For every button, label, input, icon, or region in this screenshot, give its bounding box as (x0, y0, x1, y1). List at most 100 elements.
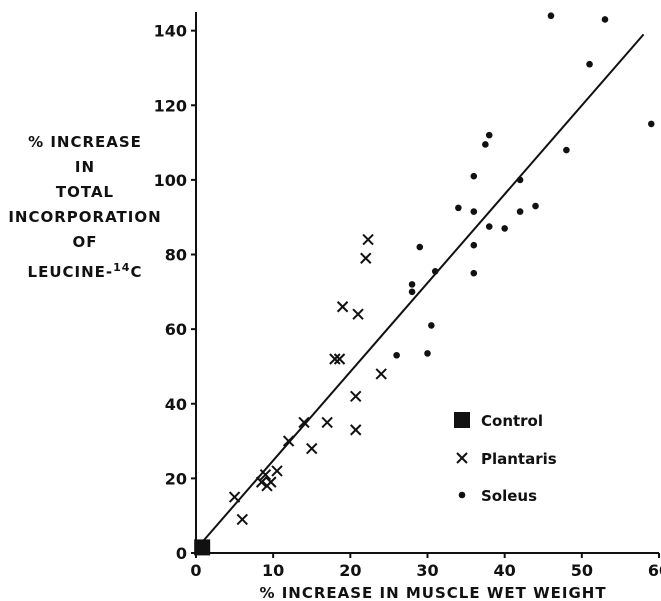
soleus-point (470, 241, 478, 249)
soleus-point (408, 281, 416, 288)
soleus-point (586, 60, 593, 68)
axes: 0 10 20 30 40 50 60 0 20 40 60 80 100 120 140 (154, 12, 661, 580)
x-marker-stroke (265, 476, 277, 488)
soleus-point (532, 202, 539, 210)
y-axis-label-line-3: TOTAL (55, 183, 115, 201)
legend: Control Plantaris Soleus (454, 412, 557, 505)
x-marker-stroke (350, 390, 362, 403)
plantaris-point (321, 416, 333, 429)
y-tick-label: 0 (176, 544, 187, 563)
plantaris-point (360, 252, 372, 264)
legend-plantaris-label: Plantaris (481, 450, 557, 468)
x-marker-stroke (329, 353, 341, 365)
plantaris-point (271, 465, 283, 477)
x-marker-stroke (375, 368, 387, 380)
soleus-point (601, 16, 609, 23)
y-tick-label: 120 (154, 96, 187, 115)
soleus-point (408, 288, 416, 296)
plantaris-point (306, 442, 318, 455)
y-axis-label-suffix: C (130, 263, 143, 281)
soleus-point (485, 131, 493, 139)
y-tick-label: 40 (165, 395, 187, 414)
soleus-point (428, 322, 435, 329)
soleus-point (516, 208, 524, 215)
soleus-point (393, 351, 400, 359)
soleus-point (482, 141, 489, 148)
soleus-point (547, 12, 555, 20)
plantaris-point (333, 353, 346, 365)
x-marker-stroke (282, 435, 295, 447)
x-marker-stroke (336, 301, 349, 313)
plantaris-point (375, 368, 387, 380)
fit-line-group (195, 33, 645, 550)
legend-control-marker (454, 412, 470, 428)
x-marker-stroke (298, 416, 310, 429)
plantaris-point (352, 308, 364, 320)
soleus-point (563, 146, 570, 154)
x-marker-stroke (255, 476, 268, 488)
x-tick-label: 0 (190, 561, 201, 580)
plantaris-point (265, 476, 277, 488)
plantaris-point (350, 390, 362, 403)
y-axis-label-superscript: 14 (113, 261, 131, 274)
y-axis-label-line-5: OF (72, 233, 98, 251)
x-marker-stroke (271, 465, 283, 477)
control-point (194, 539, 211, 556)
soleus-point (516, 176, 524, 184)
y-axis-label-line-1: % INCREASE (28, 133, 142, 151)
legend-plantaris-marker (456, 452, 468, 464)
plantaris-point (259, 468, 272, 481)
plantaris-point (255, 476, 268, 488)
plantaris-point (336, 301, 349, 313)
y-tick-label: 80 (165, 246, 187, 265)
x-marker-stroke (360, 252, 372, 264)
x-marker-stroke (259, 468, 272, 481)
plantaris-point (298, 416, 310, 429)
x-tick-label: 50 (571, 561, 593, 580)
y-axis-label-line-4: INCORPORATION (8, 208, 162, 226)
x-tick-label: 10 (262, 561, 284, 580)
x-marker-stroke (352, 308, 364, 320)
x-marker-stroke (456, 452, 468, 464)
x-tick-label: 20 (339, 561, 361, 580)
y-axis-label-prefix: LEUCINE- (27, 263, 114, 281)
plantaris-point (236, 513, 249, 526)
soleus-point (470, 269, 478, 277)
soleus-point (501, 225, 508, 232)
plantaris-point (362, 233, 374, 246)
soleus-point (455, 204, 462, 212)
x-tick-label: 40 (494, 561, 516, 580)
x-marker-stroke (306, 442, 318, 455)
x-tick-label: 30 (416, 561, 438, 580)
soleus-point (431, 268, 439, 275)
y-tick-label: 60 (165, 320, 187, 339)
y-tick-label: 20 (165, 469, 187, 488)
soleus-point (470, 208, 478, 215)
plantaris-point (282, 435, 295, 447)
x-marker-stroke (228, 491, 241, 503)
regression-line (195, 33, 645, 550)
plantaris-point (350, 424, 362, 436)
y-tick-label: 140 (154, 22, 187, 41)
x-axis-label: % INCREASE IN MUSCLE WET WEIGHT (259, 584, 606, 601)
x-marker-stroke (236, 513, 249, 526)
y-axis-label-line-6: LEUCINE-14C (0, 258, 170, 282)
legend-soleus-marker (458, 491, 466, 499)
x-marker-stroke (321, 416, 333, 429)
legend-control-label: Control (481, 412, 543, 430)
x-marker-stroke (350, 424, 362, 436)
soleus-point (470, 172, 478, 180)
x-marker-stroke (333, 353, 346, 365)
soleus-point (416, 243, 424, 251)
soleus-point (485, 223, 493, 230)
soleus-point (424, 350, 431, 357)
x-marker-stroke (362, 233, 374, 246)
data-points (194, 12, 655, 556)
plantaris-point (329, 353, 341, 365)
y-axis-label-line-2: IN (74, 158, 96, 176)
legend-soleus-label: Soleus (481, 487, 537, 505)
y-tick-label: 100 (154, 171, 187, 190)
plantaris-point (228, 491, 241, 503)
soleus-point (647, 120, 655, 128)
